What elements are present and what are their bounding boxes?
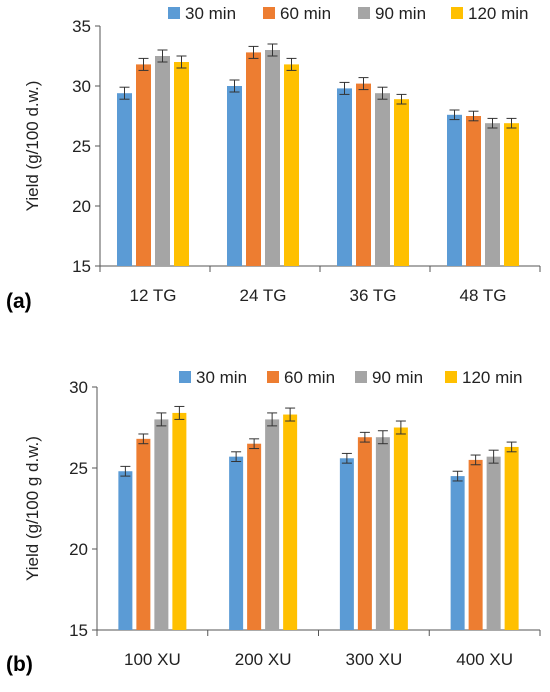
bar [339, 458, 354, 630]
chart-panel-a: 15 20 25 30 35 12 TG 24 TG 36 TG 48 TG Yield (g/1… [6, 4, 541, 313]
bar [466, 116, 481, 266]
legend-swatch [168, 7, 180, 19]
bar [154, 419, 169, 630]
bar [283, 414, 298, 630]
bar [284, 64, 299, 267]
legend-label: 90 min [375, 4, 426, 23]
bar [246, 52, 261, 267]
x-tick-label: 36 TG [350, 286, 397, 305]
y-tick-label: 20 [72, 197, 91, 216]
bar [247, 443, 262, 630]
bar [468, 459, 483, 630]
bar [136, 438, 151, 630]
legend-swatch [451, 7, 463, 19]
panel-label: (b) [6, 653, 33, 676]
bar [393, 427, 408, 630]
bar [136, 64, 151, 267]
legend-label: 120 min [462, 368, 522, 387]
legend-swatch [179, 371, 191, 383]
legend-swatch [358, 7, 370, 19]
legend: 30 min 60 min 90 min 120 min [179, 368, 522, 387]
x-tick-label: 24 TG [240, 286, 287, 305]
y-tick-label: 25 [69, 459, 88, 478]
bar [504, 123, 519, 266]
y-tick-label: 30 [72, 77, 91, 96]
x-tick-label: 48 TG [460, 286, 507, 305]
y-tick-label: 15 [69, 621, 88, 640]
bar [117, 93, 132, 266]
bar [265, 419, 280, 630]
legend-label: 60 min [280, 4, 331, 23]
legend-label: 60 min [284, 368, 335, 387]
x-tick-label: 12 TG [130, 286, 177, 305]
bar [394, 99, 409, 266]
bar [504, 446, 519, 630]
bar [450, 476, 465, 630]
bar [486, 456, 501, 630]
y-tick-label: 35 [72, 17, 91, 36]
bar [447, 114, 462, 266]
legend: 30 min 60 min 90 min 120 min [168, 4, 528, 23]
y-axis-label: Yield (g/100 g d.w.) [23, 436, 42, 581]
bar [229, 456, 244, 630]
bar [357, 437, 372, 630]
y-tick-label: 25 [72, 137, 91, 156]
bar [356, 83, 371, 266]
bar [485, 123, 500, 266]
legend-label: 90 min [372, 368, 423, 387]
bar [174, 62, 189, 266]
bar [375, 437, 390, 630]
x-tick-label: 100 XU [124, 650, 181, 669]
legend-swatch [267, 371, 279, 383]
x-tick-label: 200 XU [235, 650, 292, 669]
legend-label: 120 min [468, 4, 528, 23]
bar [265, 50, 280, 266]
legend-swatch [355, 371, 367, 383]
legend-label: 30 min [196, 368, 247, 387]
bar [227, 86, 242, 266]
x-tick-label: 400 XU [456, 650, 513, 669]
bar [172, 412, 187, 630]
y-tick-label: 30 [69, 378, 88, 397]
legend-label: 30 min [185, 4, 236, 23]
bar [155, 56, 170, 266]
bar [375, 93, 390, 266]
y-tick-label: 20 [69, 540, 88, 559]
x-tick-label: 300 XU [346, 650, 403, 669]
y-axis-label: Yield (g/100 d.w.) [23, 81, 42, 212]
legend-swatch [445, 371, 457, 383]
bar [118, 471, 133, 630]
bar [337, 88, 352, 267]
y-tick-label: 15 [72, 257, 91, 276]
chart-panel-b: 15 20 25 30 100 XU 200 XU 300 XU 400 XU Yield (g… [6, 368, 541, 676]
legend-swatch [263, 7, 275, 19]
panel-label: (a) [6, 290, 32, 313]
